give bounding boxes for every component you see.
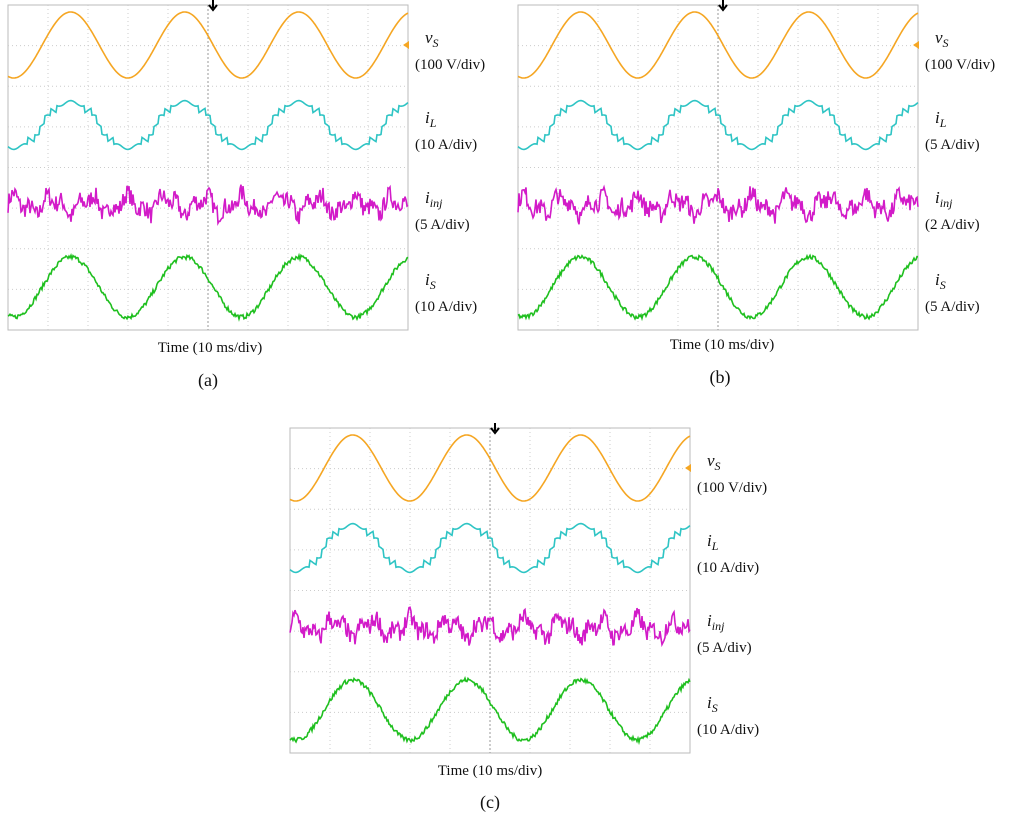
trigger-marker — [490, 423, 500, 435]
panel-caption: (c) — [480, 792, 500, 813]
waveform — [7, 252, 409, 322]
trace-symbol: iinj — [425, 188, 443, 210]
scope-panel: vS(100 V/div)iL(5 A/div)iinj(2 A/div)iS(… — [517, 0, 995, 388]
symbol: i — [707, 611, 712, 630]
symbol: i — [935, 188, 940, 207]
trace-scale: (100 V/div) — [925, 57, 995, 73]
level-marker — [685, 464, 691, 472]
symbol: v — [707, 451, 715, 470]
symbol: i — [935, 270, 940, 289]
trace-symbol: iS — [935, 270, 946, 292]
trace-scale: (5 A/div) — [415, 217, 470, 233]
symbol: i — [935, 108, 940, 127]
trace-symbol: iL — [935, 108, 947, 130]
trace-scale: (100 V/div) — [415, 57, 485, 73]
trace-scale: (10 A/div) — [415, 137, 477, 153]
waveform — [7, 184, 409, 227]
trace-symbol: iL — [707, 531, 719, 553]
trace-symbol: iS — [707, 693, 718, 715]
trace-scale: (100 V/div) — [697, 480, 767, 496]
symbol: v — [935, 28, 943, 47]
waveform — [7, 11, 409, 79]
subscript: S — [430, 278, 436, 292]
subscript: L — [939, 116, 947, 130]
trace-scale: (10 A/div) — [415, 299, 477, 315]
trace-symbol: iinj — [935, 188, 953, 210]
subscript: S — [715, 459, 721, 473]
trace-symbol: vS — [935, 28, 949, 50]
trace-symbol: vS — [707, 451, 721, 473]
symbol: i — [425, 188, 430, 207]
waveform — [517, 184, 919, 225]
trace-symbol: vS — [425, 28, 439, 50]
subscript: L — [429, 116, 437, 130]
trace-symbol: iS — [425, 270, 436, 292]
time-label: Time (10 ms/div) — [158, 340, 262, 356]
subscript: inj — [430, 196, 443, 210]
waveform — [517, 99, 919, 151]
trigger-marker — [718, 0, 728, 12]
waveform — [289, 676, 691, 746]
panel-caption: (a) — [198, 370, 218, 391]
waveform — [289, 522, 691, 574]
subscript: S — [943, 36, 949, 50]
subscript: S — [712, 701, 718, 715]
symbol: v — [425, 28, 433, 47]
trace-scale: (5 A/div) — [925, 299, 980, 315]
trace-scale: (10 A/div) — [697, 722, 759, 738]
waveform — [517, 11, 919, 79]
symbol: i — [707, 531, 712, 550]
trace-scale: (5 A/div) — [697, 640, 752, 656]
waveform — [7, 99, 409, 151]
symbol: i — [425, 270, 430, 289]
subscript: S — [433, 36, 439, 50]
trace-symbol: iL — [425, 108, 437, 130]
trace-scale: (10 A/div) — [697, 560, 759, 576]
trace-scale: (2 A/div) — [925, 217, 980, 233]
level-marker — [913, 41, 919, 49]
subscript: inj — [940, 196, 953, 210]
time-label: Time (10 ms/div) — [670, 337, 774, 353]
trigger-marker — [208, 0, 218, 12]
trace-scale: (5 A/div) — [925, 137, 980, 153]
waveform — [289, 434, 691, 502]
symbol: i — [707, 693, 712, 712]
subscript: S — [940, 278, 946, 292]
subscript: inj — [712, 619, 725, 633]
level-marker — [403, 41, 409, 49]
symbol: i — [425, 108, 430, 127]
trace-symbol: iinj — [707, 611, 725, 633]
scope-panel: vS(100 V/div)iL(10 A/div)iinj(5 A/div)iS… — [7, 0, 485, 391]
waveform — [289, 606, 691, 648]
panel-caption: (b) — [710, 367, 731, 388]
subscript: L — [711, 539, 719, 553]
scope-panel: vS(100 V/div)iL(10 A/div)iinj(5 A/div)iS… — [289, 423, 767, 813]
time-label: Time (10 ms/div) — [438, 763, 542, 779]
waveform — [517, 253, 919, 322]
